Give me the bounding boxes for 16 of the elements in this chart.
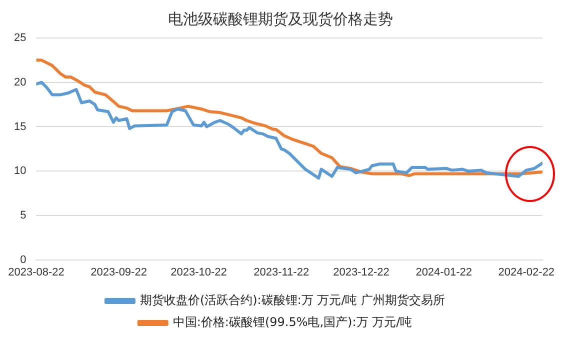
y-tick-label: 15: [14, 120, 26, 133]
y-tick-label: 10: [14, 165, 26, 178]
y-tick-label: 20: [14, 76, 26, 88]
legend-label: 中国:价格:碳酸锂(99.5%电,国产):万 万元/吨: [172, 315, 412, 330]
x-tick-label: 2024-02-22: [498, 266, 555, 278]
x-tick-label: 2023-12-22: [333, 266, 390, 278]
x-tick-label: 2023-09-22: [90, 266, 147, 278]
y-tick-label: 5: [20, 209, 26, 222]
x-tick-label: 2024-01-22: [416, 266, 472, 278]
y-tick-label: 25: [14, 32, 26, 44]
y-tick-label: 0: [20, 254, 26, 266]
chart-title: 电池级碳酸锂期货及现货价格走势: [167, 10, 394, 29]
legend-label: 期货收盘价(活跃合约):碳酸锂:万 万元/吨 广州期货交易所: [140, 293, 446, 308]
x-tick-label: 2023-10-22: [170, 266, 227, 278]
x-tick-label: 2023-08-22: [8, 266, 64, 278]
x-tick-label: 2023-11-22: [254, 266, 310, 278]
